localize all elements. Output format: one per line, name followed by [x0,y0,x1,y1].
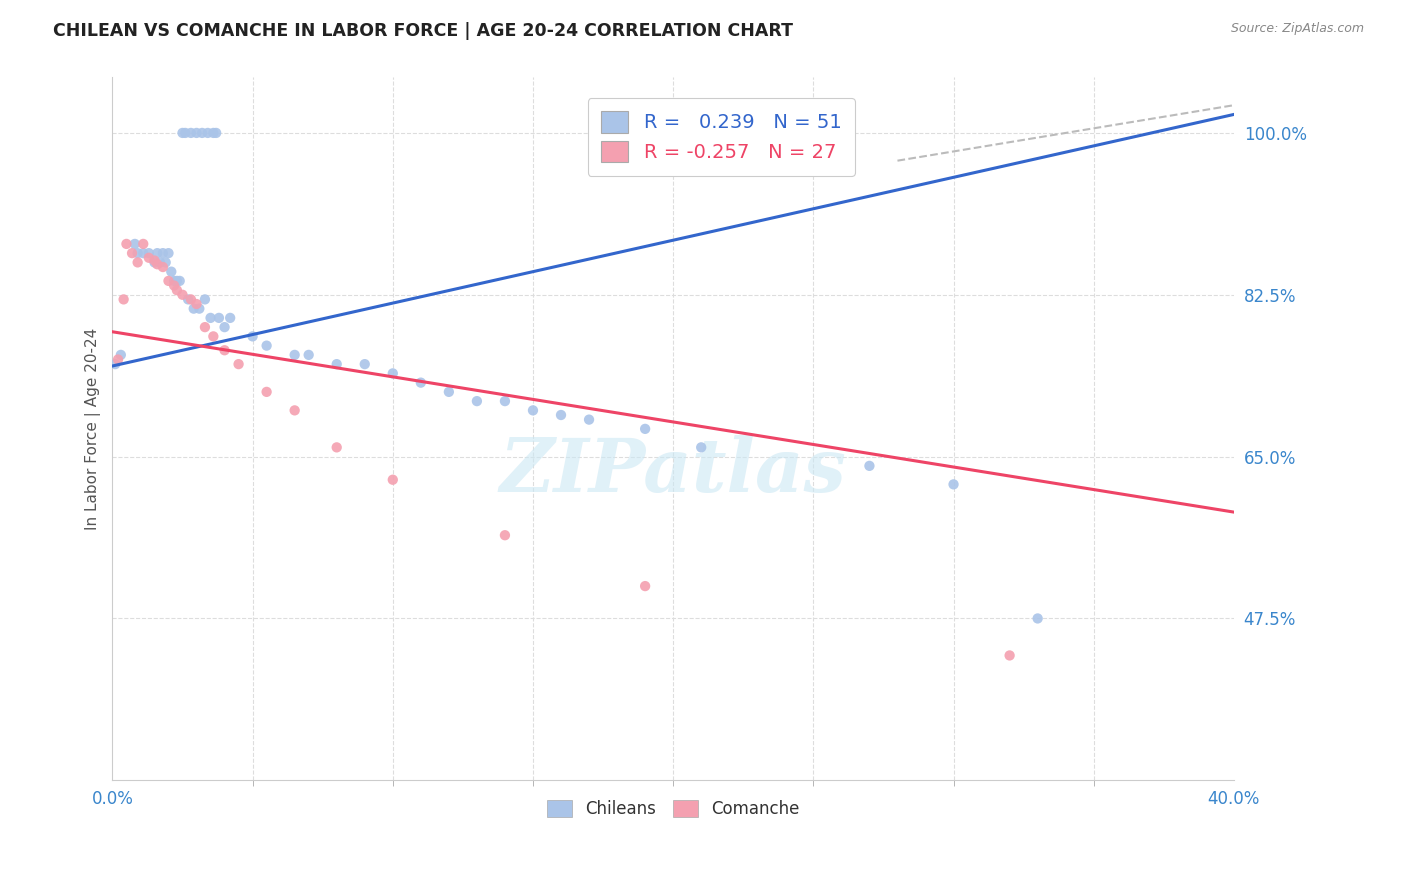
Point [186,126,208,140]
Point [409,376,432,390]
Point [858,458,880,473]
Point [214,320,236,334]
Point [284,348,307,362]
Point [172,126,194,140]
Text: ZIPatlas: ZIPatlas [499,434,846,508]
Point [325,357,347,371]
Point [146,246,169,260]
Point [188,301,211,316]
Point [578,412,600,426]
Point [194,293,217,307]
Point [186,297,208,311]
Point [522,403,544,417]
Point [214,343,236,358]
Point [110,348,132,362]
Point [191,126,214,140]
Text: Source: ZipAtlas.com: Source: ZipAtlas.com [1230,22,1364,36]
Point [298,348,321,362]
Point [634,579,657,593]
Point [690,441,713,455]
Point [202,329,225,343]
Point [166,283,188,297]
Point [381,367,404,381]
Point [634,422,657,436]
Point [115,236,138,251]
Point [163,274,186,288]
Point [494,528,516,542]
Point [157,274,180,288]
Point [219,310,242,325]
Point [180,293,202,307]
Point [465,394,488,409]
Point [160,265,183,279]
Point [205,126,228,140]
Point [942,477,965,491]
Point [146,257,169,271]
Point [149,255,172,269]
Point [127,246,149,260]
Point [172,287,194,301]
Point [166,274,188,288]
Point [242,329,264,343]
Point [228,357,250,371]
Point [169,274,191,288]
Point [194,320,217,334]
Point [127,255,149,269]
Point [157,246,180,260]
Point [107,352,129,367]
Point [494,394,516,409]
Point [143,255,166,269]
Y-axis label: In Labor Force | Age 20-24: In Labor Force | Age 20-24 [86,327,101,530]
Legend: Chileans, Comanche: Chileans, Comanche [540,793,806,825]
Point [121,246,143,260]
Point [104,357,127,371]
Point [325,441,347,455]
Point [152,260,174,274]
Point [183,301,205,316]
Point [155,255,177,269]
Point [437,384,460,399]
Point [132,246,155,260]
Point [1026,611,1049,625]
Point [256,338,278,352]
Point [200,310,222,325]
Point [284,403,307,417]
Point [381,473,404,487]
Point [256,384,278,399]
Point [112,293,135,307]
Point [138,251,160,265]
Point [124,236,146,251]
Point [177,293,200,307]
Point [202,126,225,140]
Point [174,126,197,140]
Point [143,253,166,268]
Point [208,310,231,325]
Point [138,246,160,260]
Point [180,126,202,140]
Point [152,246,174,260]
Text: CHILEAN VS COMANCHE IN LABOR FORCE | AGE 20-24 CORRELATION CHART: CHILEAN VS COMANCHE IN LABOR FORCE | AGE… [53,22,793,40]
Point [197,126,219,140]
Point [550,408,572,422]
Point [132,236,155,251]
Point [163,278,186,293]
Point [353,357,375,371]
Point [998,648,1021,663]
